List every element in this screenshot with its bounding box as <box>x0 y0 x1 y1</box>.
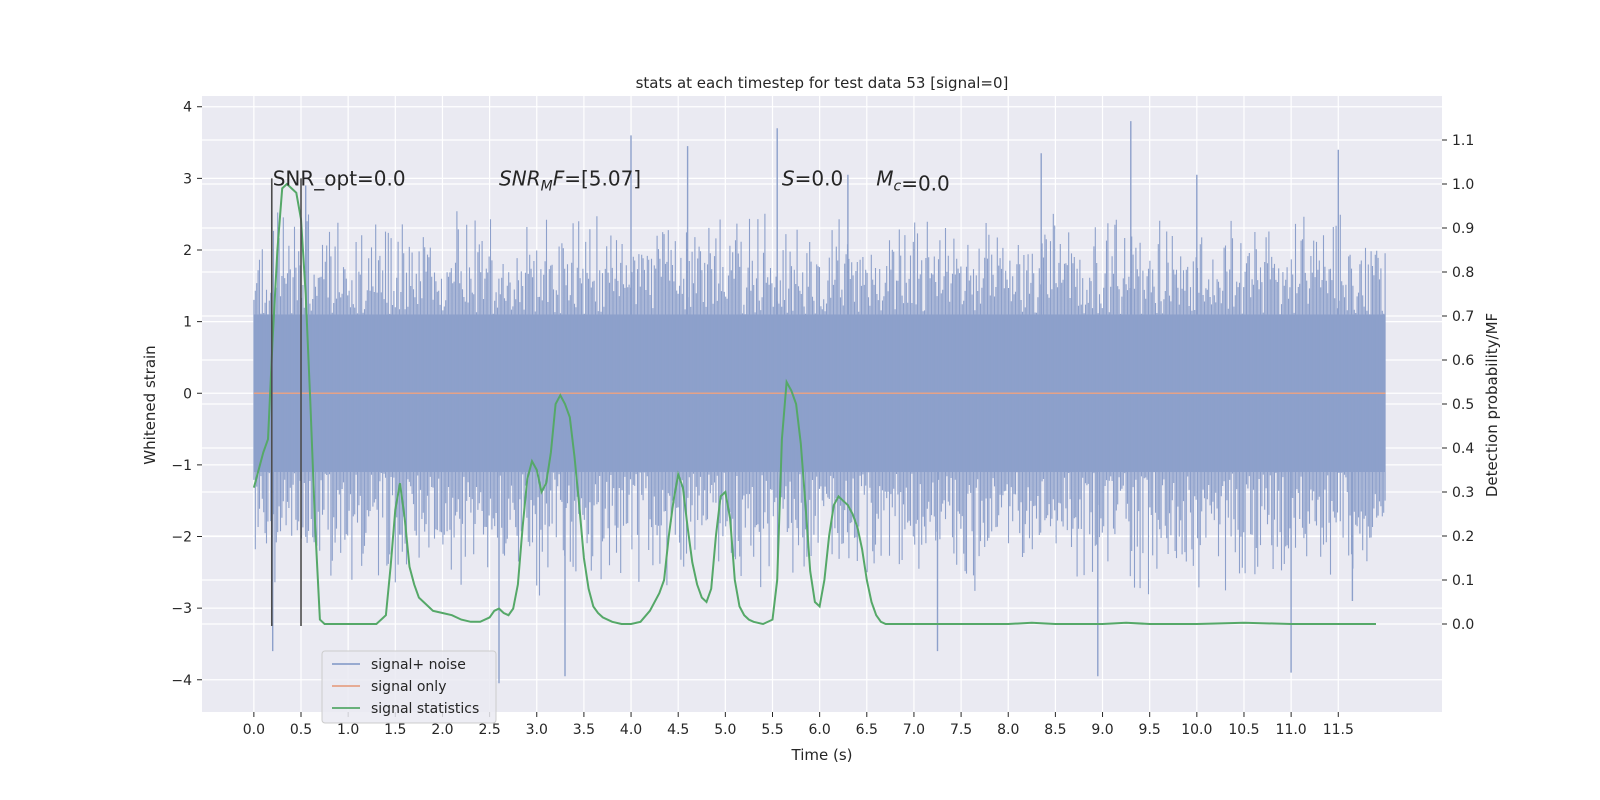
y2-tick-label-3: 0.3 <box>1452 485 1474 501</box>
annotation-1-rest: F <box>553 166 565 190</box>
annotation-3-sub: c <box>893 178 901 194</box>
chart-title: stats at each timestep for test data 53 … <box>636 74 1009 92</box>
x-tick-label-22: 11.0 <box>1276 722 1307 738</box>
x-tick-label-17: 8.5 <box>1044 722 1066 738</box>
annotation-3: Mc=0.0 <box>876 166 950 195</box>
legend-label-noise: signal+ noise <box>371 657 466 673</box>
y-tick-label-2: −2 <box>171 530 192 546</box>
x-tick-label-15: 7.5 <box>950 722 972 738</box>
legend: signal+ noise signal only signal statist… <box>321 650 497 724</box>
signal-statistics-line <box>252 182 1376 626</box>
x-tick-label-18: 9.0 <box>1091 722 1113 738</box>
y2-tick-label-5: 0.5 <box>1452 397 1474 413</box>
y2-tick-label-9: 0.9 <box>1452 221 1474 237</box>
annotation-1-sub: M <box>541 178 553 194</box>
x-tick-label-19: 9.5 <box>1139 722 1161 738</box>
x-tick-label-12: 6.0 <box>809 722 831 738</box>
y-ticks: −4 −3 −2 −1 0 1 2 3 4 <box>171 100 202 689</box>
annotations: SNR_opt=0.0 SNRMF=[5.07] S=0.0 Mc=0.0 <box>273 166 950 195</box>
annotation-1: SNRMF=[5.07] <box>499 166 641 194</box>
x-tick-label-0: 0.0 <box>243 722 265 738</box>
x-tick-label-11: 5.5 <box>761 722 783 738</box>
x-tick-label-14: 7.0 <box>903 722 925 738</box>
legend-label-signal: signal only <box>371 679 446 695</box>
annotation-2: S=0.0 <box>782 166 843 190</box>
x-tick-label-13: 6.5 <box>856 722 878 738</box>
legend-label-statistics: signal statistics <box>371 701 479 717</box>
annotation-2-base: S <box>782 166 795 190</box>
x-tick-label-20: 10.0 <box>1181 722 1212 738</box>
y2-tick-label-7: 0.7 <box>1452 309 1474 325</box>
annotation-3-base: M <box>876 166 893 190</box>
y2-tick-label-10: 1.0 <box>1452 177 1474 193</box>
vlines-layer <box>270 178 302 627</box>
x-tick-label-6: 3.0 <box>526 722 548 738</box>
y2-tick-label-2: 0.2 <box>1452 529 1474 545</box>
x-tick-label-23: 11.5 <box>1323 722 1354 738</box>
x-tick-label-9: 4.5 <box>667 722 689 738</box>
y-tick-label-6: 2 <box>183 243 192 259</box>
y-axis-label: Whitened strain <box>141 345 159 464</box>
y-tick-label-4: 0 <box>183 386 192 402</box>
y-tick-label-5: 1 <box>183 315 192 331</box>
x-tick-label-21: 10.5 <box>1228 722 1259 738</box>
series-layer <box>252 182 1386 626</box>
annotation-1-base: SNR <box>499 166 541 190</box>
annotation-2-value: =0.0 <box>795 166 844 190</box>
x-tick-label-4: 2.0 <box>431 722 453 738</box>
annotation-1-value: =[5.07] <box>564 166 641 190</box>
x-tick-label-1: 0.5 <box>290 722 312 738</box>
y-tick-label-1: −3 <box>171 601 192 617</box>
x-tick-label-5: 2.5 <box>478 722 500 738</box>
y2-tick-label-8: 0.8 <box>1452 265 1474 281</box>
x-tick-label-10: 5.0 <box>714 722 736 738</box>
x-ticks: 0.0 0.5 1.0 1.5 2.0 2.5 3.0 3.5 4.0 4.5 5.0 5.5 6.0 6… <box>243 712 1354 738</box>
x-tick-label-16: 8.0 <box>997 722 1019 738</box>
y2-tick-label-1: 0.1 <box>1452 573 1474 589</box>
x-tick-label-3: 1.5 <box>384 722 406 738</box>
x-axis-label: Time (s) <box>791 746 853 764</box>
x-tick-label-7: 3.5 <box>573 722 595 738</box>
annotation-3-value: =0.0 <box>901 171 950 195</box>
y-tick-label-0: −4 <box>171 673 192 689</box>
y-tick-label-7: 3 <box>183 171 192 187</box>
x-tick-label-8: 4.0 <box>620 722 642 738</box>
y-tick-label-8: 4 <box>183 100 192 116</box>
y2-tick-label-0: 0.0 <box>1452 617 1474 633</box>
annotation-0: SNR_opt=0.0 <box>273 166 406 190</box>
y2-tick-label-11: 1.1 <box>1452 133 1474 149</box>
x-tick-label-2: 1.0 <box>337 722 359 738</box>
y-tick-label-3: −1 <box>171 458 192 474</box>
y2-axis-label: Detection probability/MF <box>1483 313 1501 497</box>
legend-box <box>321 650 497 724</box>
y2-tick-label-6: 0.6 <box>1452 353 1474 369</box>
y2-tick-label-4: 0.4 <box>1452 441 1474 457</box>
y2-ticks: 0.0 0.1 0.2 0.3 0.4 0.5 0.6 0.7 0.8 0.9 1.0 1.1 <box>1442 133 1474 633</box>
